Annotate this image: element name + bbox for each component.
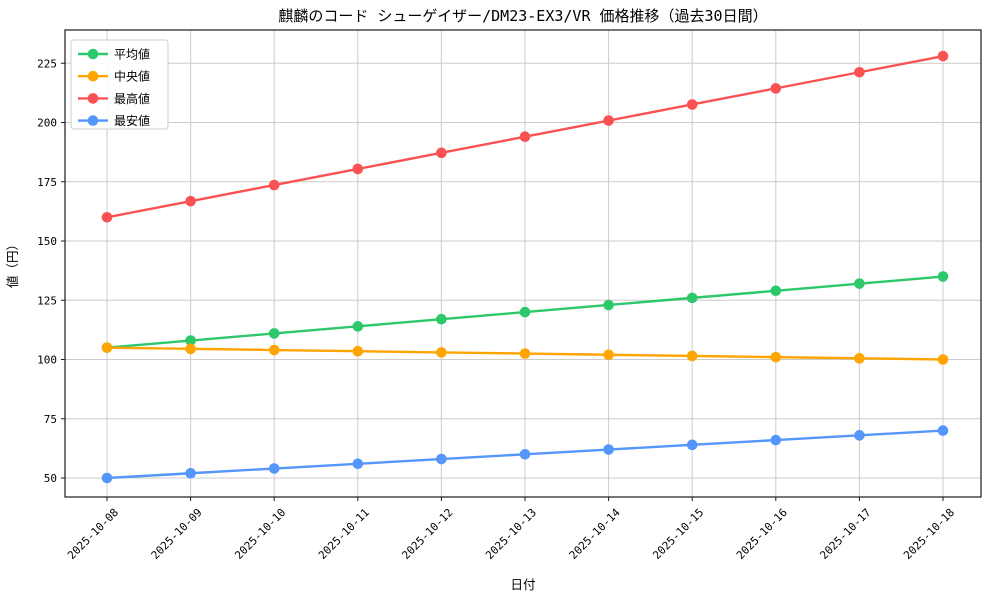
data-point <box>770 285 782 297</box>
data-point <box>436 347 447 358</box>
data-point <box>268 463 280 474</box>
x-axis-label: 日付 <box>510 577 535 592</box>
data-point <box>519 131 531 143</box>
y-axis-label: 値（円） <box>5 238 20 288</box>
data-point <box>603 444 614 455</box>
data-point <box>185 467 196 479</box>
data-point <box>519 348 531 359</box>
data-point <box>854 353 865 364</box>
data-point <box>937 425 949 436</box>
data-point <box>185 335 196 346</box>
data-point <box>770 83 782 94</box>
series-lines <box>101 50 949 484</box>
data-point <box>686 350 698 362</box>
data-point <box>770 351 782 363</box>
data-point <box>603 115 614 126</box>
data-point <box>436 453 447 465</box>
x-tick-label: 2025-10-13 <box>483 506 539 562</box>
data-point <box>101 342 113 353</box>
data-point <box>854 430 865 441</box>
data-point <box>352 321 364 332</box>
legend-box <box>70 39 169 130</box>
x-tick-label: 2025-10-11 <box>316 506 372 562</box>
series-中央値 <box>101 342 949 365</box>
data-point <box>352 458 364 470</box>
series-平均値 <box>101 271 949 353</box>
chart-title: 麒麟のコード シューゲイザー/DM23-EX3/VR 価格推移（過去30日間） <box>278 7 767 25</box>
data-point <box>603 299 614 311</box>
data-point <box>686 99 698 110</box>
data-point <box>937 354 949 365</box>
data-point <box>185 195 196 207</box>
data-point <box>770 434 782 446</box>
x-tick-label: 2025-10-09 <box>149 506 205 562</box>
x-tick-label: 2025-10-16 <box>734 506 790 562</box>
series-最安値 <box>101 425 949 484</box>
data-point <box>268 344 280 356</box>
y-tick-label: 150 <box>37 235 57 248</box>
legend-marker <box>87 93 99 104</box>
legend-label: 最安値 <box>114 113 150 128</box>
data-point <box>436 313 447 325</box>
data-point <box>686 439 698 451</box>
x-tick-label: 2025-10-15 <box>650 506 706 562</box>
x-tick-label: 2025-10-14 <box>567 506 623 562</box>
x-tick-label: 2025-10-17 <box>817 506 873 562</box>
grid-lines <box>65 30 981 497</box>
data-point <box>519 306 531 318</box>
x-tick-label: 2025-10-12 <box>399 506 455 562</box>
data-point <box>352 345 364 357</box>
data-point <box>185 343 196 355</box>
data-point <box>268 328 280 339</box>
data-point <box>937 50 949 62</box>
data-point <box>436 147 447 159</box>
data-point <box>519 449 531 460</box>
y-tick-label: 50 <box>44 472 57 485</box>
data-point <box>603 349 614 361</box>
y-tick-label: 125 <box>37 294 57 307</box>
y-tick-label: 175 <box>37 176 57 189</box>
data-point <box>854 66 865 78</box>
legend-marker <box>87 70 99 82</box>
x-tick-label: 2025-10-10 <box>232 506 288 562</box>
y-tick-label: 225 <box>37 57 57 70</box>
legend-label: 中央値 <box>114 69 150 84</box>
y-tick-label: 200 <box>37 117 57 130</box>
data-point <box>854 278 865 289</box>
data-point <box>101 472 113 484</box>
legend-label: 最高値 <box>114 91 150 106</box>
data-point <box>352 163 364 175</box>
legend-marker <box>87 48 99 60</box>
legend-marker <box>87 115 99 126</box>
data-point <box>268 179 280 191</box>
x-tick-label: 2025-10-08 <box>65 506 121 562</box>
legend-label: 平均値 <box>114 47 150 62</box>
data-point <box>101 212 113 223</box>
axis-ticks: 50 75 100 125 150 175 200 225 2025-10-08 2025-10-… <box>37 57 957 562</box>
series-最高値 <box>101 50 949 223</box>
y-tick-label: 75 <box>44 413 57 426</box>
data-point <box>937 271 949 282</box>
data-point <box>686 292 698 304</box>
y-tick-label: 100 <box>37 354 57 367</box>
x-tick-label: 2025-10-18 <box>901 506 957 562</box>
plot-border <box>64 29 982 498</box>
